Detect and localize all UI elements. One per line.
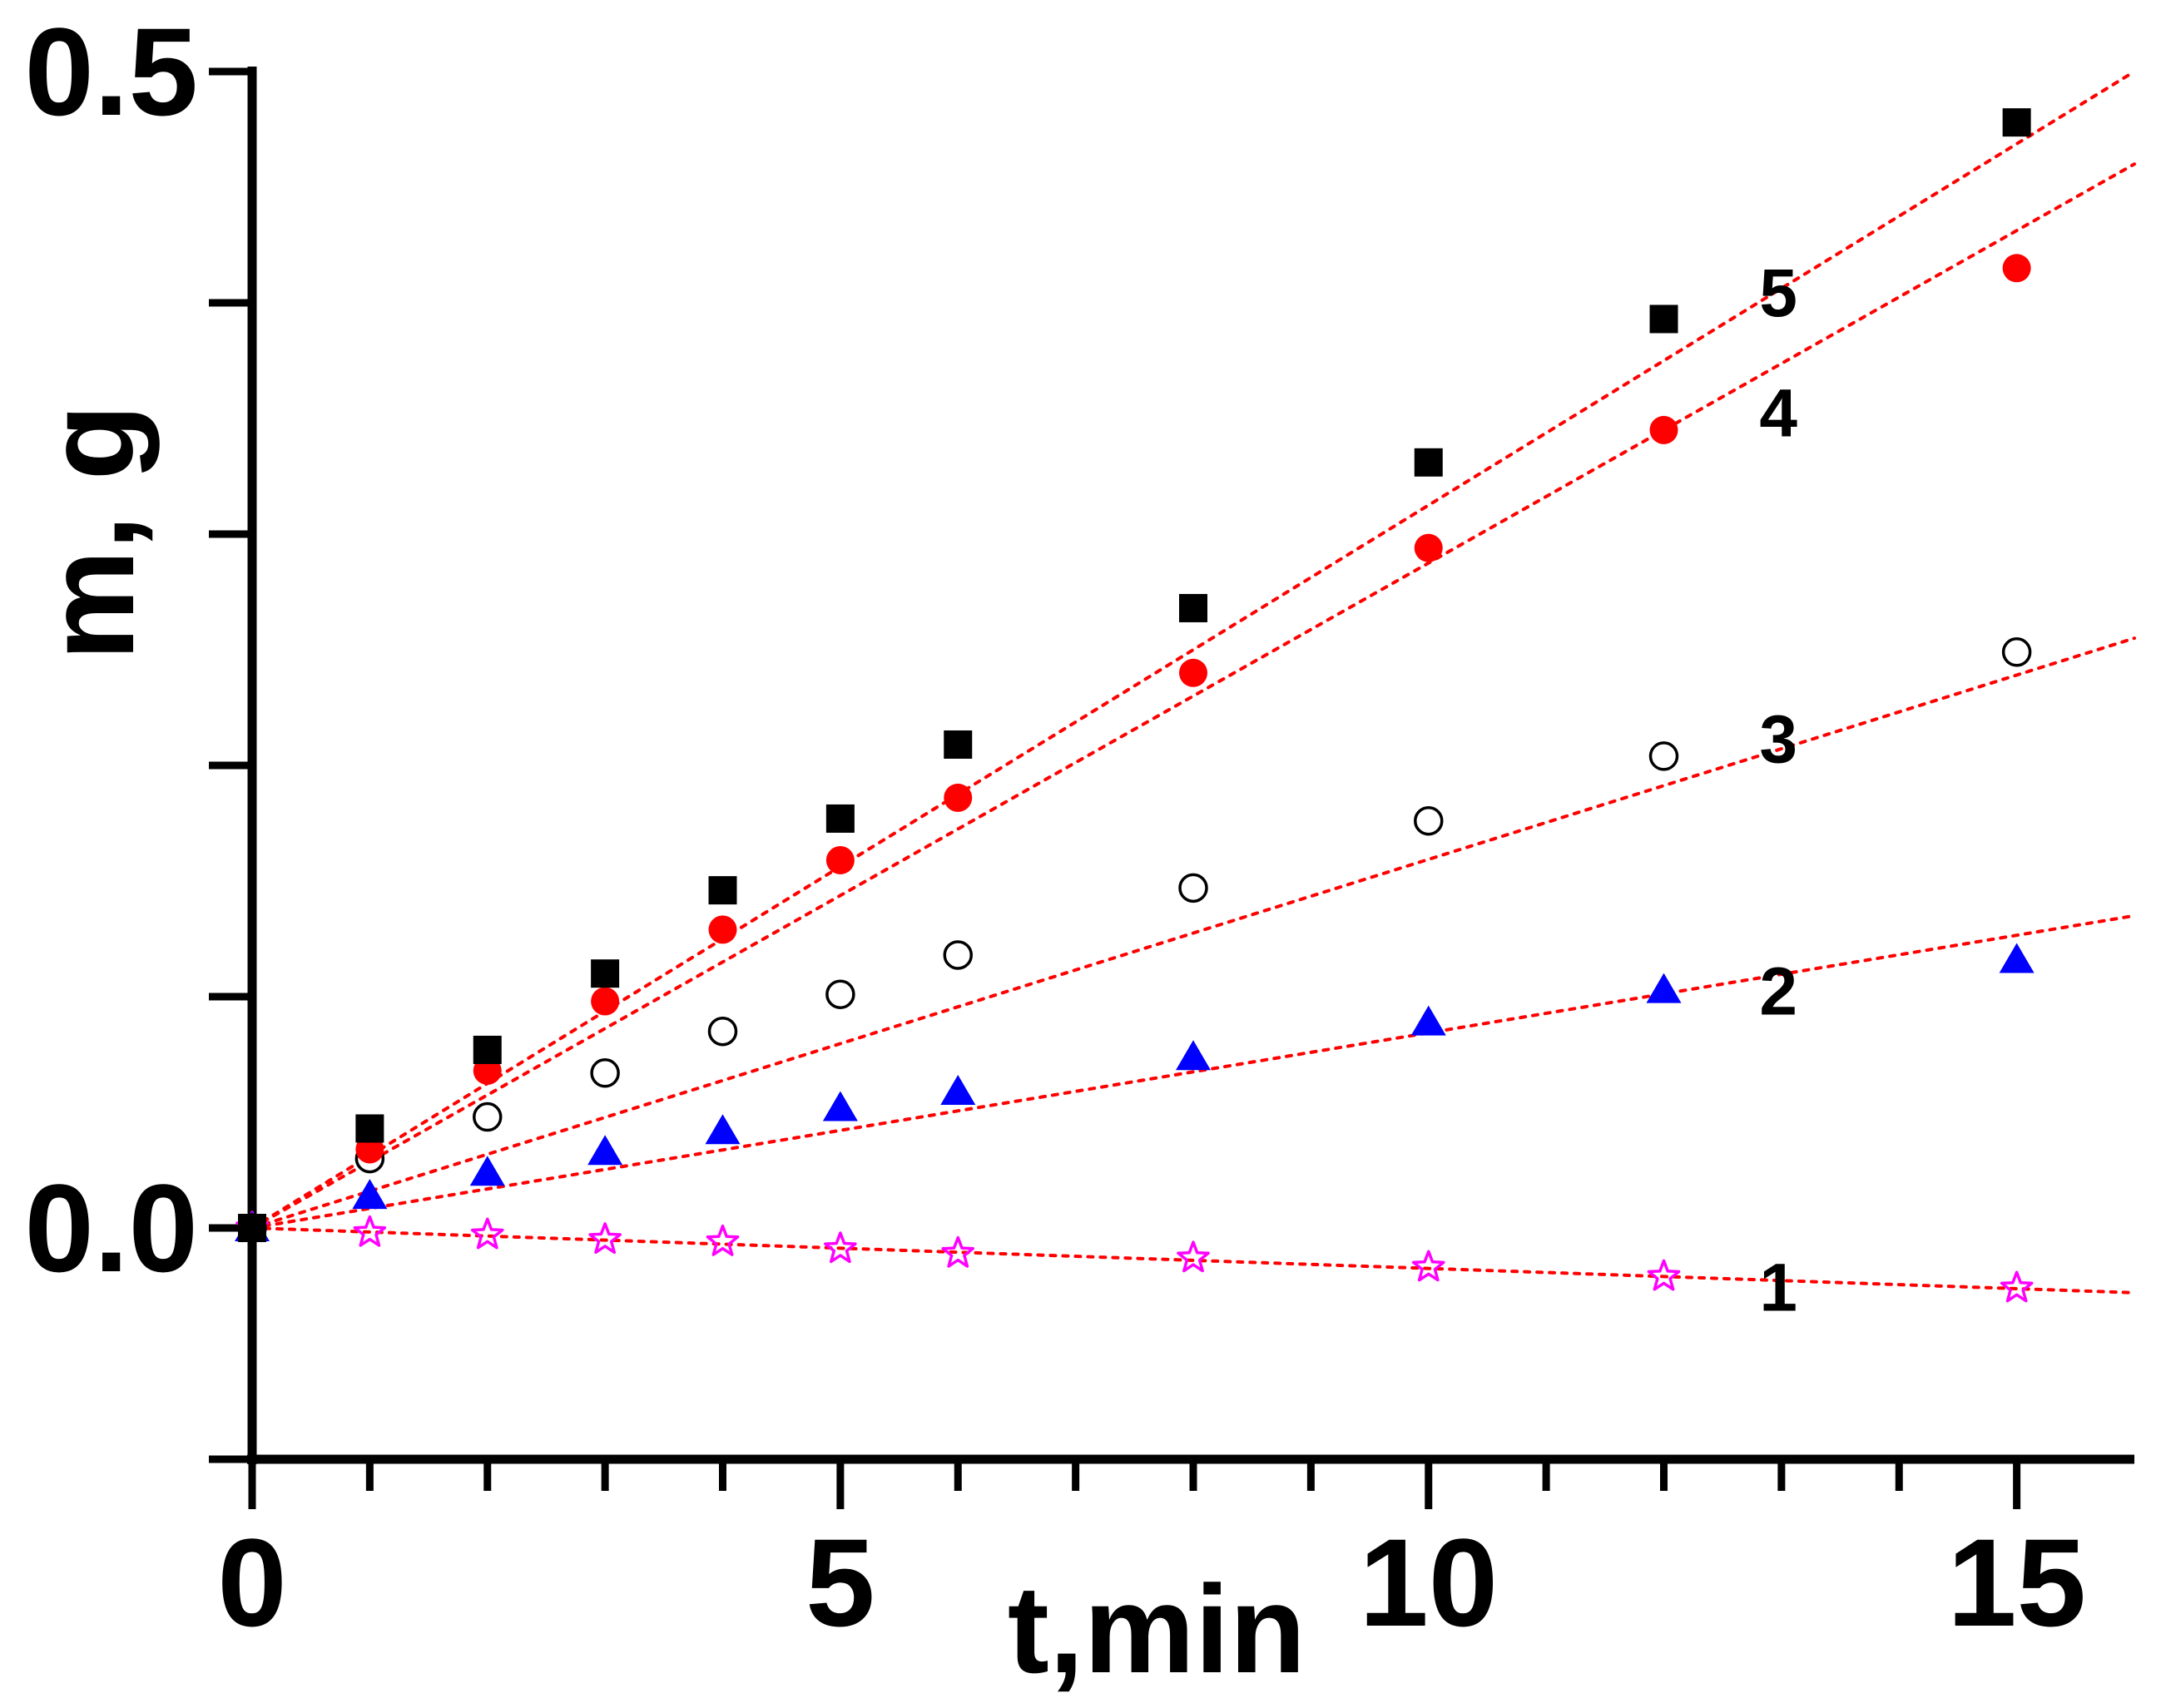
text-labels: 0 5 10 15 0.0 0.5 1 2 3 4 5 xyxy=(24,2,2086,1652)
y-tick-label: 0.0 xyxy=(24,1158,198,1298)
marker-5 xyxy=(1414,448,1443,477)
marker-2 xyxy=(587,1135,623,1166)
curve-label-5: 5 xyxy=(1759,255,1797,331)
marker-4 xyxy=(2002,254,2031,283)
marker-1 xyxy=(2000,1270,2034,1303)
x-axis-title: t,min xyxy=(1008,1559,1306,1699)
marker-3 xyxy=(590,1057,620,1088)
marker-4 xyxy=(591,987,620,1016)
fit-line-5 xyxy=(250,70,2136,1230)
marker-4 xyxy=(825,845,855,874)
marker-5 xyxy=(473,1035,502,1064)
curve-label-4: 4 xyxy=(1759,376,1797,452)
x-tick-label: 5 xyxy=(805,1512,875,1652)
marker-4 xyxy=(1179,658,1207,687)
marker-4 xyxy=(1649,415,1678,444)
marker-1 xyxy=(706,1224,740,1256)
marker-5 xyxy=(2002,108,2031,137)
marker-4 xyxy=(1414,533,1443,562)
curve-label-3: 3 xyxy=(1759,702,1797,778)
marker-1 xyxy=(588,1222,622,1255)
marker-5 xyxy=(825,804,855,833)
marker-1 xyxy=(1177,1240,1210,1273)
y-tick-label: 0.5 xyxy=(24,2,198,141)
marker-5 xyxy=(355,1114,384,1143)
marker-3 xyxy=(825,979,855,1009)
marker-4 xyxy=(708,915,737,944)
x-tick-label: 15 xyxy=(1947,1512,2086,1652)
marker-2 xyxy=(1999,943,2035,973)
marker-2 xyxy=(352,1179,388,1210)
marker-4 xyxy=(944,783,973,812)
marker-5 xyxy=(944,730,973,759)
marker-2 xyxy=(469,1156,505,1186)
marker-3 xyxy=(1414,805,1444,836)
marker-1 xyxy=(941,1235,975,1268)
marker-2 xyxy=(1646,973,1682,1003)
marker-3 xyxy=(1648,741,1679,771)
fit-line-2 xyxy=(250,913,2136,1230)
fit-line-4 xyxy=(250,162,2136,1230)
marker-2 xyxy=(1176,1040,1211,1071)
marker-2 xyxy=(940,1074,976,1105)
marker-2 xyxy=(1410,1005,1446,1036)
marker-5 xyxy=(238,1214,266,1242)
curve-label-1: 1 xyxy=(1759,1250,1797,1326)
marker-1 xyxy=(824,1231,857,1264)
marker-1 xyxy=(1647,1259,1681,1291)
marker-3 xyxy=(943,940,973,970)
marker-2 xyxy=(705,1114,741,1145)
marker-2 xyxy=(822,1091,858,1121)
marker-1 xyxy=(470,1217,504,1250)
fit-line-1 xyxy=(250,1226,2136,1295)
marker-5 xyxy=(591,959,620,988)
marker-5 xyxy=(1179,593,1207,622)
axes xyxy=(247,67,2134,1464)
marker-3 xyxy=(473,1102,503,1132)
data-markers xyxy=(235,108,2035,1303)
marker-1 xyxy=(353,1215,387,1247)
marker-3 xyxy=(1178,873,1208,904)
marker-5 xyxy=(1649,304,1678,334)
marker-3 xyxy=(707,1016,738,1047)
y-axis-title: m, g xyxy=(20,404,160,661)
fit-line-3 xyxy=(250,636,2136,1230)
curve-label-2: 2 xyxy=(1759,954,1797,1030)
x-tick-label: 0 xyxy=(217,1512,286,1652)
x-tick-label: 10 xyxy=(1359,1512,1498,1652)
marker-1 xyxy=(1411,1250,1445,1282)
ticks xyxy=(209,67,2021,1509)
fit-lines xyxy=(250,70,2136,1295)
marker-3 xyxy=(2001,637,2032,667)
marker-5 xyxy=(708,876,737,905)
